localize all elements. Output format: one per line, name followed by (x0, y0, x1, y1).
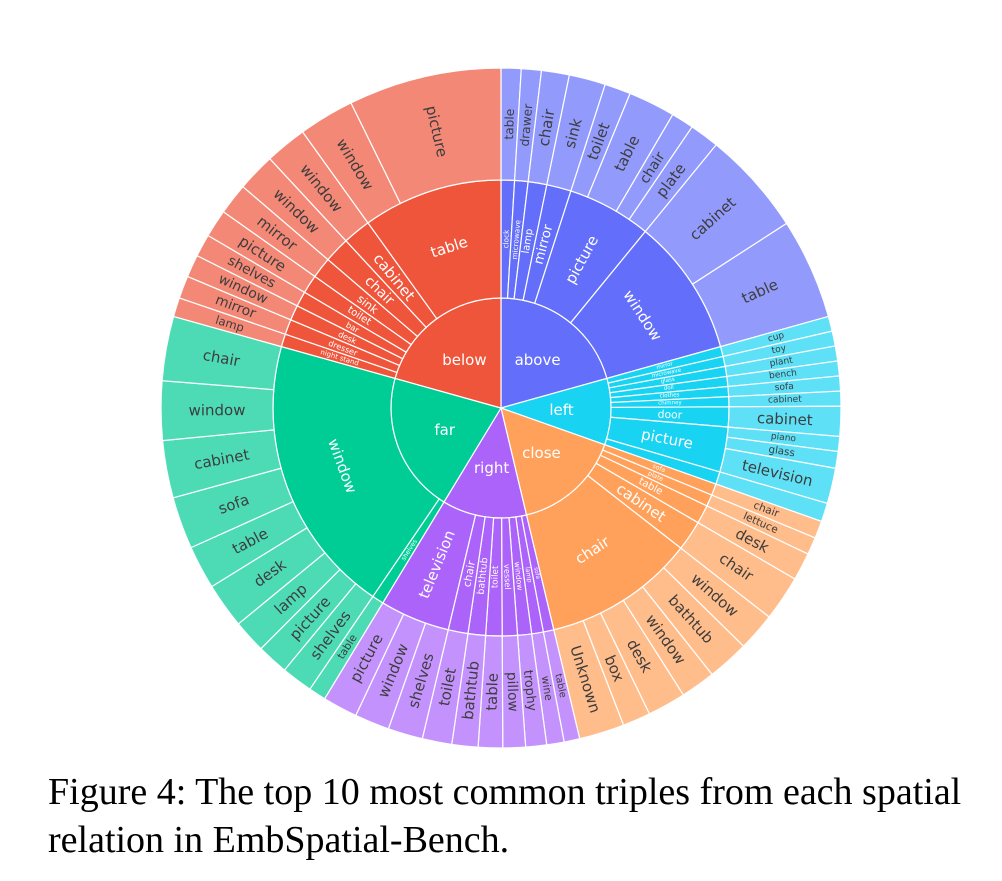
sunburst-chart: table drawer chair sinktoilettablechairplat… (160, 67, 842, 749)
subject-label: doll (664, 385, 675, 392)
object-label: plant (769, 356, 794, 370)
object-label: piano (770, 432, 797, 445)
subject-label: lamp (521, 228, 536, 255)
object-label: bench (769, 368, 798, 381)
relation-label: below (442, 351, 486, 369)
object-label: table (502, 108, 517, 139)
object-label: cabinet (768, 395, 802, 406)
relation-label: right (474, 459, 509, 477)
object-label: sofa (774, 382, 794, 393)
subject-label: clothes (659, 392, 679, 399)
object-slice-below-table-picture (350, 67, 502, 205)
subject-label: clock (501, 229, 511, 249)
relation-label: close (522, 444, 561, 462)
object-label: toy (771, 343, 788, 356)
object-label: pillow (503, 671, 521, 712)
object-label: chair (535, 107, 559, 148)
sunburst-figure: table drawer chair sink toilet table chair plat… (160, 67, 842, 749)
subject-label: microwave (510, 219, 523, 260)
subject-label: sofa (532, 567, 540, 580)
figure-caption: Figure 4: The top 10 most common triples… (48, 771, 962, 861)
object-label: window (188, 401, 245, 419)
subject-label: vessel (502, 564, 513, 590)
object-label: cup (767, 331, 786, 345)
relation-label: left (549, 401, 573, 419)
relation-label: above (515, 351, 561, 369)
subject-label: bathtub (476, 557, 491, 595)
object-label: drawer (518, 102, 536, 147)
subject-label: lamp (523, 566, 532, 583)
relation-label: far (434, 421, 455, 439)
object-label: table (552, 673, 568, 699)
subject-label: door (657, 408, 683, 422)
object-label: table (483, 673, 502, 711)
subject-label: mirror (656, 361, 674, 371)
object-label: cabinet (757, 409, 814, 429)
object-label: wine (539, 675, 555, 701)
object-label: glass (768, 443, 796, 459)
object-label: trophy (521, 669, 540, 712)
subject-label: chair (460, 559, 478, 588)
subject-label: window (513, 561, 525, 591)
subject-label: toilet (490, 565, 501, 588)
subject-label: glass (660, 377, 675, 385)
subject-label: sofa (651, 463, 666, 474)
subject-label: chimney (658, 400, 682, 407)
